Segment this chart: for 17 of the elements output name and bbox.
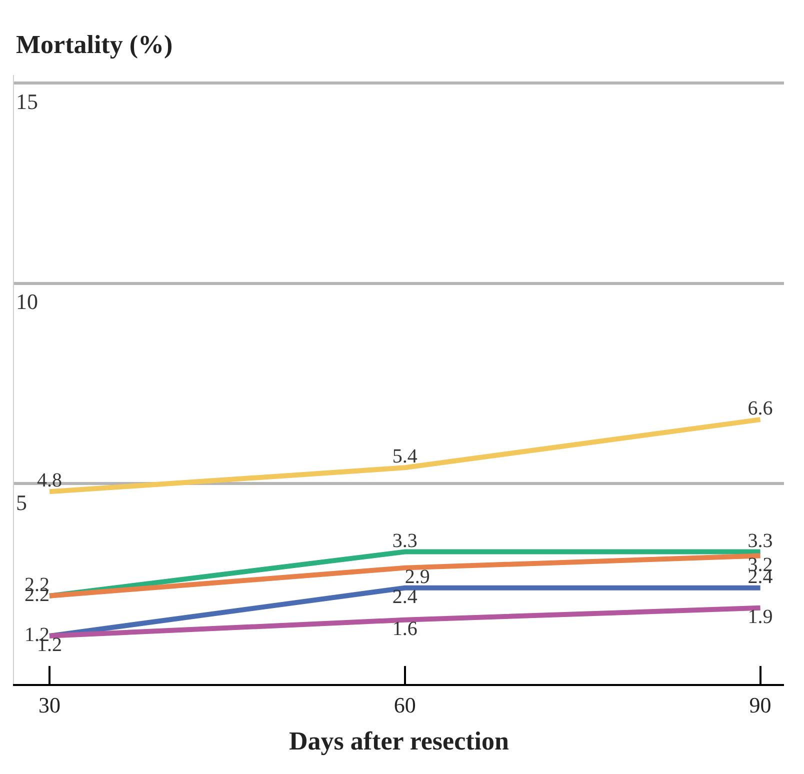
data-label: 3.3 bbox=[392, 530, 418, 552]
x-tick-label: 30 bbox=[38, 692, 61, 718]
y-axis-title: Mortality (%) bbox=[16, 30, 173, 59]
data-label: 6.6 bbox=[748, 398, 773, 420]
y-tick-label: 10 bbox=[16, 289, 38, 314]
data-label: 2.4 bbox=[392, 586, 418, 608]
x-tick-label: 90 bbox=[749, 692, 772, 718]
y-tick-label: 5 bbox=[16, 490, 27, 515]
x-tick-label: 60 bbox=[394, 692, 416, 718]
data-label: 4.8 bbox=[37, 470, 62, 492]
data-label: 1.6 bbox=[392, 618, 418, 640]
y-tick-label: 15 bbox=[16, 89, 38, 114]
x-axis-title: Days after resection bbox=[289, 726, 510, 756]
data-label: 3.3 bbox=[748, 530, 773, 552]
data-label: 1.9 bbox=[748, 606, 773, 628]
data-label: 5.4 bbox=[392, 446, 418, 468]
data-label: 2.9 bbox=[404, 566, 430, 588]
